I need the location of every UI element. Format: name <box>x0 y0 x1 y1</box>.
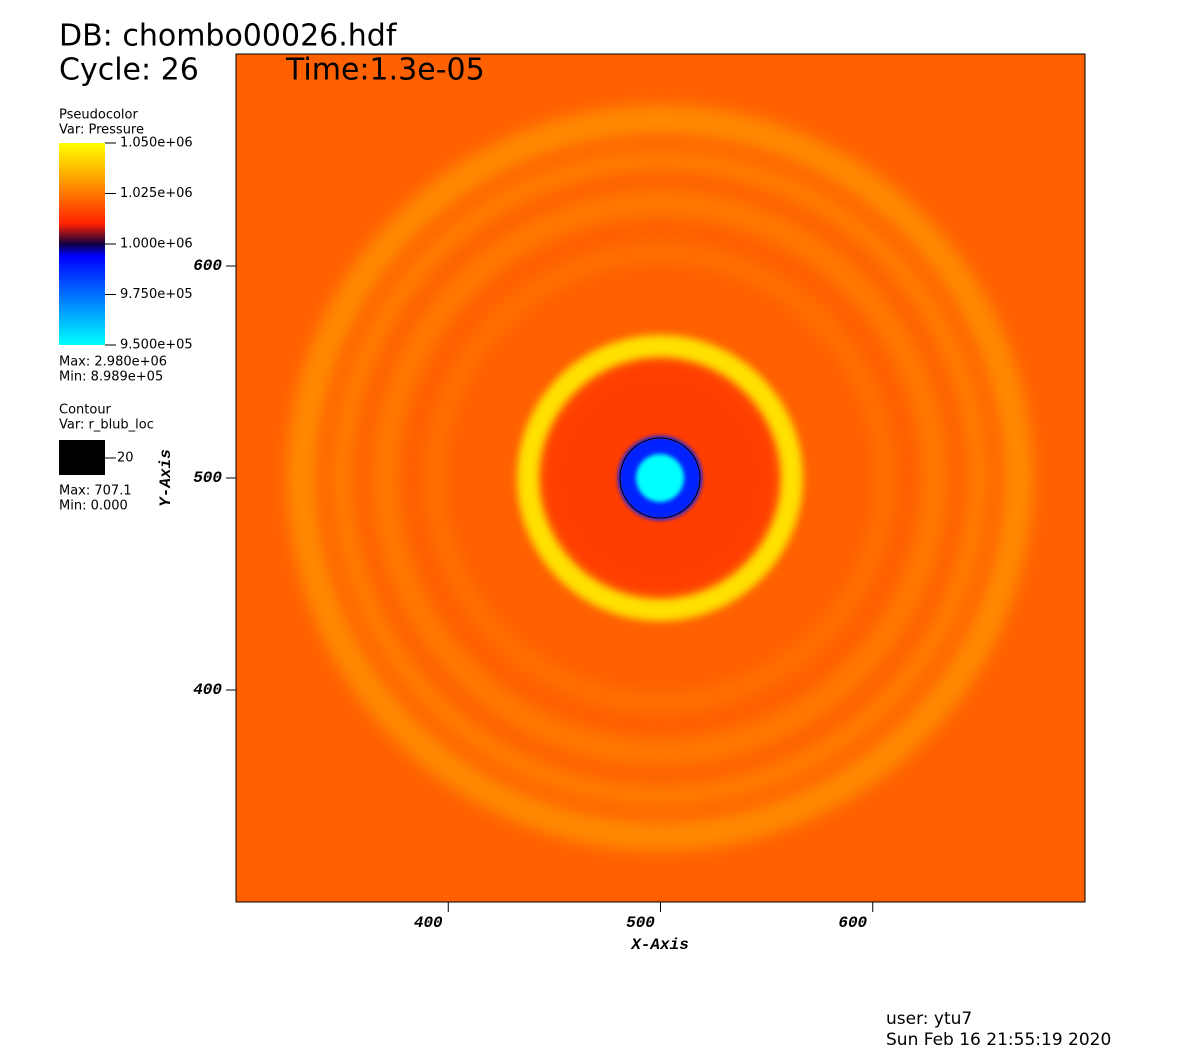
color-bar-label: 9.500e+05 <box>120 338 193 353</box>
legend-max: Max: 2.980e+06 <box>59 355 167 370</box>
time: Time:1.3e-05 <box>285 53 485 88</box>
legend-var: Var: Pressure <box>59 123 144 138</box>
legend-title: Pseudocolor <box>59 108 138 123</box>
contour-level: 20 <box>117 451 134 466</box>
y-tick-label: 600 <box>193 257 222 275</box>
cycle: Cycle: 26 <box>59 53 199 88</box>
x-tick-label: 500 <box>626 914 655 932</box>
color-bar-label: 1.050e+06 <box>120 136 193 151</box>
color-bar-label: 1.000e+06 <box>120 237 193 252</box>
user: user: ytu7 <box>886 1009 972 1029</box>
date: Sun Feb 16 21:55:19 2020 <box>886 1030 1111 1050</box>
legend-min: Min: 8.989e+05 <box>59 370 163 385</box>
x-axis-label: X-Axis <box>630 936 689 954</box>
color-bar-label: 1.025e+06 <box>120 186 193 201</box>
y-tick-label: 400 <box>193 681 222 699</box>
color-bar <box>59 143 105 345</box>
contour-swatch <box>59 440 105 475</box>
contour-title: Contour <box>59 403 112 418</box>
y-tick-label: 500 <box>193 469 222 487</box>
x-tick-label: 400 <box>414 914 443 932</box>
db-name: DB: chombo00026.hdf <box>59 19 398 54</box>
contour-max: Max: 707.1 <box>59 484 132 499</box>
pressure-field <box>236 54 1085 902</box>
contour-var: Var: r_blub_loc <box>59 418 154 433</box>
color-bar-label: 9.750e+05 <box>120 287 193 302</box>
contour-min: Min: 0.000 <box>59 499 128 514</box>
y-axis-label: Y-Axis <box>157 449 175 507</box>
x-tick-label: 600 <box>838 914 867 932</box>
